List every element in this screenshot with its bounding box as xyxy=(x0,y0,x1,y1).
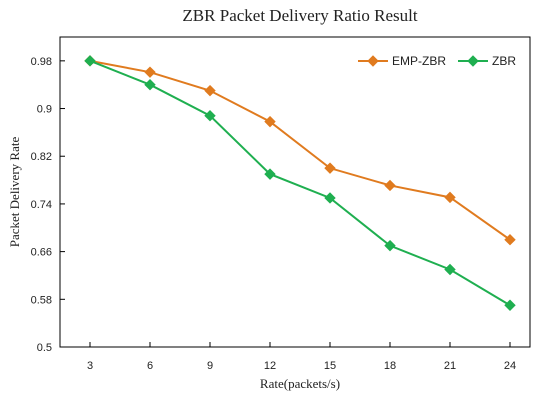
series-layer xyxy=(84,55,516,311)
x-tick-label: 12 xyxy=(264,360,276,372)
data-point-zbr xyxy=(204,109,216,122)
data-point-emp-zbr xyxy=(444,191,456,204)
data-point-emp-zbr xyxy=(144,66,156,78)
data-point-emp-zbr xyxy=(324,162,336,174)
series-line-zbr xyxy=(89,59,511,307)
data-point-emp-zbr xyxy=(504,233,516,246)
y-axis: 0.5 0.58 0.66 0.74 0.82 0.9 0.98 xyxy=(31,56,65,354)
series-line-emp-zbr xyxy=(89,59,511,241)
data-point-emp-zbr xyxy=(204,84,216,97)
legend-label: EMP-ZBR xyxy=(392,54,446,68)
plot-area xyxy=(59,36,531,348)
data-point-emp-zbr xyxy=(264,115,276,128)
y-tick-label: 0.9 xyxy=(37,104,52,116)
legend-label: ZBR xyxy=(492,54,516,68)
data-point-zbr xyxy=(444,263,456,276)
legend-item-zbr: ZBR xyxy=(458,54,516,68)
chart-title: ZBR Packet Delivery Ratio Result xyxy=(182,6,417,25)
y-tick-label: 0.82 xyxy=(31,151,52,163)
x-tick-label: 9 xyxy=(207,360,213,372)
x-tick-label: 15 xyxy=(324,360,336,372)
x-tick-label: 6 xyxy=(147,360,153,372)
legend: EMP-ZBR ZBR xyxy=(358,54,516,68)
y-tick-label: 0.66 xyxy=(31,247,52,259)
y-tick-label: 0.5 xyxy=(37,342,52,354)
data-point-zbr xyxy=(264,168,276,180)
data-point-emp-zbr xyxy=(384,179,396,192)
x-tick-label: 3 xyxy=(87,360,93,372)
data-point-zbr xyxy=(144,78,156,91)
x-tick-label: 24 xyxy=(504,360,516,372)
y-tick-label: 0.58 xyxy=(31,294,52,306)
data-point-zbr xyxy=(504,299,516,311)
data-point-zbr xyxy=(324,192,336,204)
y-tick-label: 0.98 xyxy=(31,56,52,68)
data-point-zbr xyxy=(384,239,396,252)
x-tick-label: 21 xyxy=(444,360,456,372)
x-axis-label: Rate(packets/s) xyxy=(260,376,340,391)
x-tick-label: 18 xyxy=(384,360,396,372)
legend-item-emp-zbr: EMP-ZBR xyxy=(358,54,446,68)
legend-marker xyxy=(367,55,379,67)
y-axis-label: Packet Delivery Rate xyxy=(7,137,22,248)
data-point-zbr xyxy=(84,55,96,67)
legend-marker xyxy=(467,55,479,67)
x-axis: 3 6 9 12 15 18 21 24 xyxy=(87,342,516,372)
y-tick-label: 0.74 xyxy=(31,199,52,211)
